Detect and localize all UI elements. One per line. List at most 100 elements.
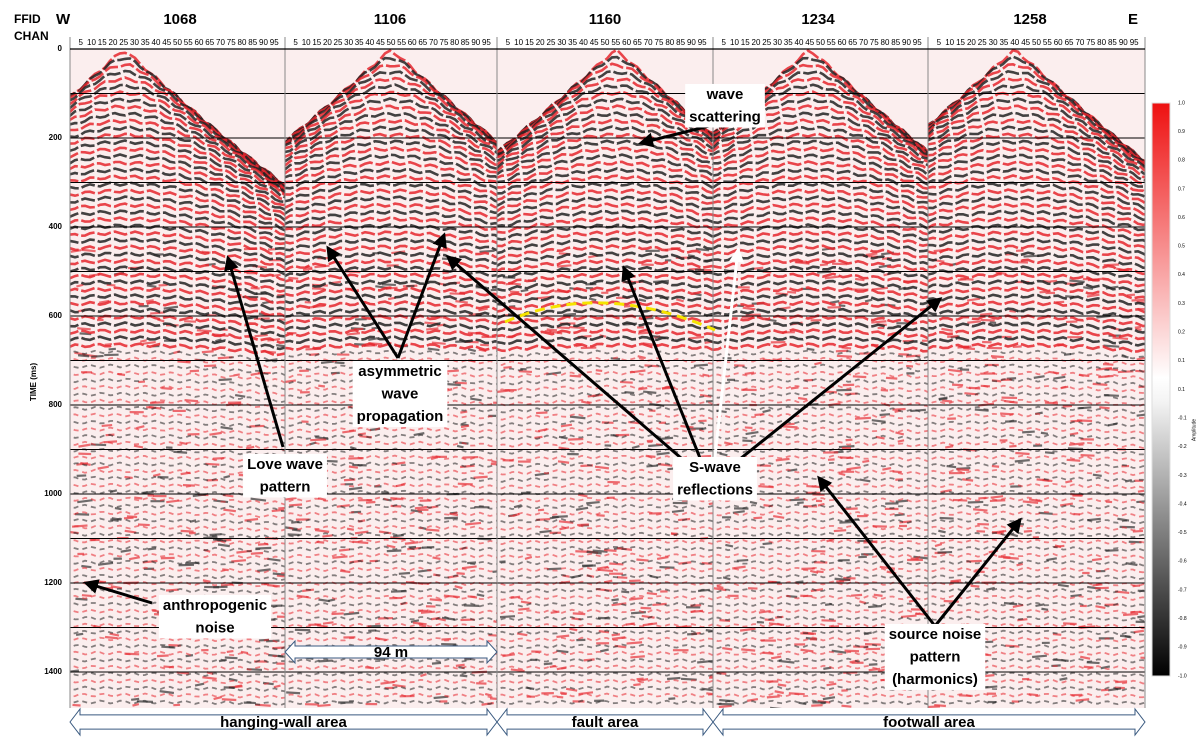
noise xyxy=(1041,433,1048,434)
noise xyxy=(596,370,602,371)
noise xyxy=(1024,531,1032,532)
colorbar-tick: 0.1 xyxy=(1178,358,1185,364)
channel-tick: 95 xyxy=(913,38,922,47)
colorbar-tick: 0.8 xyxy=(1178,158,1185,164)
noise xyxy=(839,473,845,475)
noise xyxy=(701,456,711,457)
noise xyxy=(641,608,652,609)
noise xyxy=(456,573,464,574)
noise xyxy=(991,496,1003,498)
channel-tick: 40 xyxy=(365,38,374,47)
channel-tick: 90 xyxy=(902,38,911,47)
noise xyxy=(147,285,156,287)
ffid-label: FFID xyxy=(14,12,41,26)
noise xyxy=(223,510,235,512)
noise xyxy=(235,685,242,686)
annotation-text: propagation xyxy=(357,408,444,425)
colorbar-tick: -0.1 xyxy=(1178,415,1187,421)
noise xyxy=(940,518,954,519)
noise xyxy=(225,657,238,658)
noise xyxy=(990,500,1005,501)
noise xyxy=(869,669,880,670)
channel-tick: 75 xyxy=(1086,38,1095,47)
noise xyxy=(426,529,440,530)
noise xyxy=(447,384,461,385)
channel-tick: 95 xyxy=(270,38,279,47)
panel-record xyxy=(492,49,729,708)
time-tick: 0 xyxy=(58,44,63,53)
noise xyxy=(189,533,196,534)
noise xyxy=(621,591,629,592)
noise xyxy=(428,349,440,350)
noise xyxy=(609,564,623,565)
channel-tick: 15 xyxy=(312,38,321,47)
noise xyxy=(981,320,995,321)
noise xyxy=(839,446,854,447)
noise xyxy=(332,556,347,557)
channel-tick: 70 xyxy=(644,38,653,47)
noise xyxy=(550,517,559,518)
noise xyxy=(1023,501,1038,502)
noise xyxy=(286,692,300,693)
channel-tick: 25 xyxy=(334,38,343,47)
noise xyxy=(561,425,572,427)
channel-tick: 45 xyxy=(805,38,814,47)
noise xyxy=(1032,656,1047,657)
annotation-text: pattern xyxy=(260,478,311,495)
noise xyxy=(790,499,806,500)
channel-tick: 65 xyxy=(848,38,857,47)
zone-label: footwall area xyxy=(883,714,975,731)
noise xyxy=(737,560,748,561)
noise xyxy=(503,367,511,368)
channel-tick: 20 xyxy=(323,38,332,47)
noise xyxy=(75,514,89,515)
noise xyxy=(963,348,975,349)
channel-tick: 60 xyxy=(622,38,631,47)
noise xyxy=(951,580,961,581)
noise xyxy=(612,599,619,600)
noise xyxy=(1132,300,1145,301)
noise xyxy=(463,457,479,458)
channel-tick: 85 xyxy=(461,38,470,47)
noise xyxy=(1063,406,1072,407)
noise xyxy=(347,529,354,530)
noise xyxy=(318,661,332,662)
noise xyxy=(1092,559,1102,560)
channel-tick: 45 xyxy=(1021,38,1030,47)
noise xyxy=(947,336,958,337)
noise xyxy=(1058,585,1069,587)
noise xyxy=(1063,623,1077,624)
noise xyxy=(415,507,428,508)
time-tick: 400 xyxy=(49,222,63,231)
noise xyxy=(1093,475,1102,476)
channel-tick: 35 xyxy=(568,38,577,47)
noise xyxy=(958,279,966,280)
noise xyxy=(1009,446,1016,447)
noise xyxy=(896,501,908,502)
noise xyxy=(224,476,230,478)
noise xyxy=(1137,414,1148,415)
noise xyxy=(939,399,947,400)
noise xyxy=(556,636,569,637)
noise xyxy=(898,440,904,441)
colorbar-tick: -0.6 xyxy=(1178,559,1187,565)
ffid: 1234 xyxy=(801,11,835,28)
chan-label: CHAN xyxy=(14,29,49,43)
zone-label: fault area xyxy=(572,714,639,731)
channel-tick: 30 xyxy=(344,38,353,47)
noise xyxy=(547,569,562,570)
noise xyxy=(82,595,92,596)
channel-tick: 40 xyxy=(152,38,161,47)
noise xyxy=(942,401,952,402)
noise xyxy=(148,548,156,549)
noise xyxy=(722,648,732,649)
noise xyxy=(583,565,593,566)
west-label: W xyxy=(56,11,71,28)
channel-tick: 50 xyxy=(816,38,825,47)
noise xyxy=(460,675,468,676)
channel-tick: 55 xyxy=(184,38,193,47)
noise xyxy=(967,321,981,322)
channel-tick: 60 xyxy=(1054,38,1063,47)
